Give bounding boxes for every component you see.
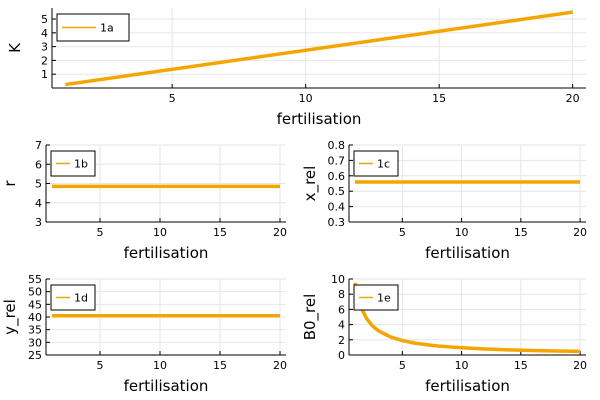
x-tick-label: 5 [169,92,176,105]
y-tick-label: 2 [338,334,345,347]
x-tick-label: 15 [432,92,446,105]
x-axis-label: fertilisation [124,244,209,262]
y-tick-label: 10 [331,273,345,286]
y-tick-label: 25 [28,349,42,362]
series-line-1e [353,282,581,354]
x-tick-label: 20 [573,359,587,372]
y-axis-label: x_rel [301,166,320,202]
y-tick-label: 2 [41,54,48,67]
y-tick-label: 40 [28,311,42,324]
y-tick-label: 30 [28,336,42,349]
x-tick-label: 15 [213,226,227,239]
y-tick-label: 55 [28,273,42,286]
x-tick-label: 15 [514,226,528,239]
y-tick-label: 7 [35,139,42,152]
x-tick-label: 10 [455,226,469,239]
legend-label: 1c [377,158,390,171]
y-tick-label: 0.7 [328,154,346,167]
x-axis-label: fertilisation [425,377,510,395]
chart-e: 5 10 15 20 0 2 4 6 8 10 fertilisation B0_rel 1e [301,273,587,395]
y-tick-label: 5 [35,178,42,191]
x-tick-label: 15 [514,359,528,372]
y-tick-label: 50 [28,286,42,299]
y-tick-label: 4 [338,319,345,332]
y-tick-label: 45 [28,298,42,311]
x-tick-label: 20 [273,359,287,372]
x-tick-label: 10 [455,359,469,372]
x-axis-label: fertilisation [277,110,362,128]
x-tick-label: 10 [153,226,167,239]
y-tick-label: 0 [338,349,345,362]
y-tick-label: 0.8 [328,139,346,152]
x-tick-label: 10 [153,359,167,372]
y-tick-label: 0.6 [328,170,346,183]
x-tick-label: 15 [213,359,227,372]
y-axis-label: y_rel [1,299,20,335]
y-tick-label: 4 [35,197,42,210]
legend-label: 1b [74,158,88,171]
x-tick-label: 10 [299,92,313,105]
y-tick-label: 6 [338,303,345,316]
y-tick-label: 35 [28,324,42,337]
series-line-1a [65,10,573,87]
x-tick-label: 5 [97,359,104,372]
y-tick-label: 8 [338,288,345,301]
y-tick-label: 5 [41,13,48,26]
y-tick-label: 0.4 [328,201,346,214]
y-tick-label: 6 [35,158,42,171]
x-axis-label: fertilisation [124,377,209,395]
y-tick-label: 0.5 [328,185,346,198]
x-axis-label: fertilisation [425,244,510,262]
y-tick-label: 3 [41,41,48,54]
y-tick-label: 0.3 [328,216,346,229]
x-tick-label: 5 [97,226,104,239]
chart-c: 5 10 15 20 0.3 0.4 0.5 0.6 0.7 0.8 fertilisation x_… [301,139,587,262]
y-tick-label: 3 [35,216,42,229]
y-tick-label: 1 [41,68,48,81]
y-axis-label: B0_rel [301,294,320,341]
x-tick-label: 20 [573,226,587,239]
x-tick-label: 5 [399,226,406,239]
x-tick-label: 5 [399,359,406,372]
legend-box [50,284,96,311]
y-axis-label: K [6,42,24,53]
x-tick-label: 20 [273,226,287,239]
legend-label: 1d [74,292,88,305]
legend-label: 1a [100,22,114,35]
y-axis-label: r [1,180,19,187]
y-tick-label: 4 [41,27,48,40]
chart-b: 5 10 15 20 3 4 5 6 7 fertilisation r 1b [1,139,287,262]
legend-label: 1e [377,292,391,305]
x-tick-label: 20 [566,92,580,105]
